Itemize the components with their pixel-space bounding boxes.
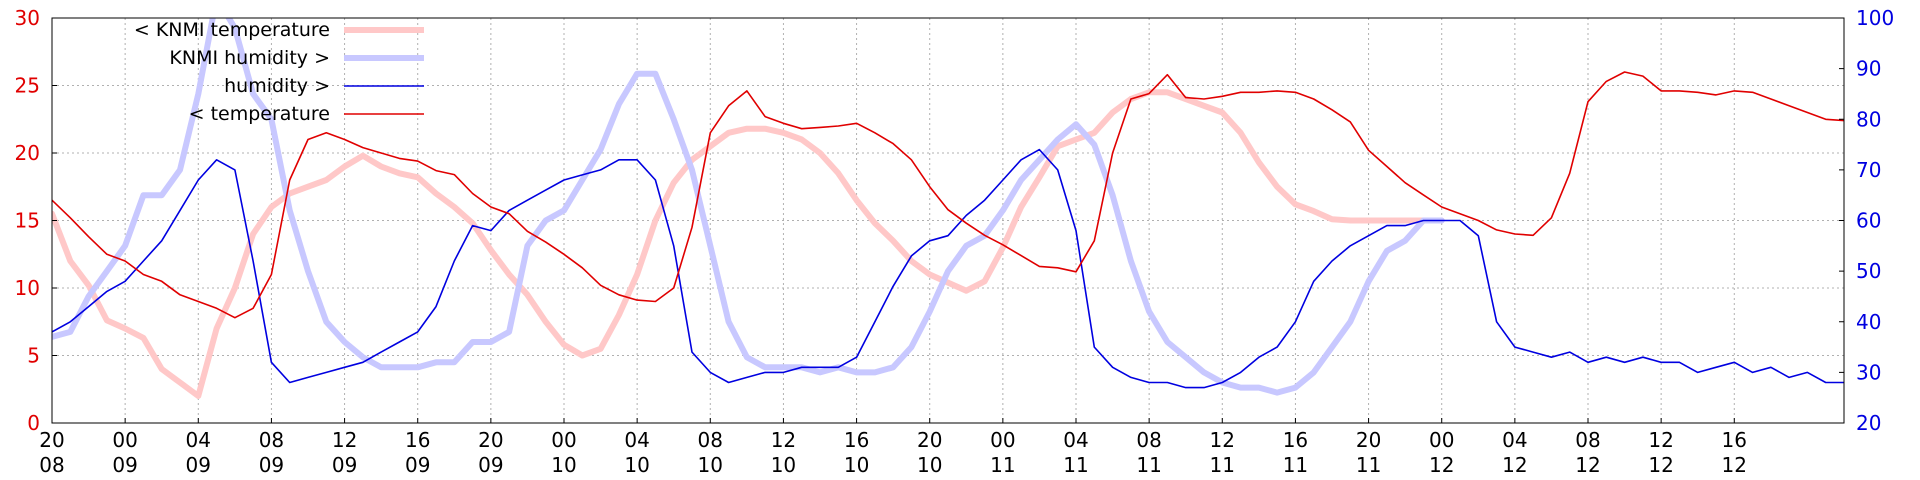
right-tick-label: 100 [1856, 6, 1894, 30]
grid [52, 18, 1844, 423]
x-tick-hour-label: 00 [990, 428, 1015, 452]
right-tick-label: 90 [1856, 57, 1881, 81]
legend-label: < temperature [189, 103, 330, 125]
x-tick-day-label: 11 [1210, 453, 1235, 477]
x-tick-day-label: 11 [990, 453, 1015, 477]
x-tick-day-label: 11 [1283, 453, 1308, 477]
x-tick-hour-label: 20 [478, 428, 503, 452]
right-tick-label: 40 [1856, 310, 1881, 334]
right-tick-label: 70 [1856, 158, 1881, 182]
x-tick-hour-label: 08 [1575, 428, 1600, 452]
x-tick-hour-label: 04 [1502, 428, 1527, 452]
x-tick-day-label: 11 [1063, 453, 1088, 477]
legend: < KNMI temperature KNMI humidity > humidit… [134, 19, 424, 125]
left-tick-label: 30 [15, 6, 40, 30]
x-tick-day-label: 12 [1722, 453, 1747, 477]
x-tick-day-label: 11 [1356, 453, 1381, 477]
x-tick-day-label: 12 [1575, 453, 1600, 477]
left-tick-label: 5 [27, 344, 40, 368]
left-tick-label: 25 [15, 74, 40, 98]
x-tick-day-label: 10 [771, 453, 796, 477]
x-tick-hour-label: 08 [259, 428, 284, 452]
legend-label: KNMI humidity > [169, 47, 330, 69]
x-tick-day-label: 09 [259, 453, 284, 477]
x-tick-hour-label: 12 [332, 428, 357, 452]
series-line-1 [52, 18, 1445, 396]
x-tick-hour-label: 12 [1648, 428, 1673, 452]
x-tick-day-label: 09 [478, 453, 503, 477]
x-tick-day-label: 10 [844, 453, 869, 477]
x-tick-day-label: 09 [332, 453, 357, 477]
x-tick-hour-label: 00 [1429, 428, 1454, 452]
x-tick-hour-label: 04 [624, 428, 649, 452]
x-tick-day-label: 12 [1429, 453, 1454, 477]
left-tick-label: 15 [15, 209, 40, 233]
x-tick-day-label: 12 [1648, 453, 1673, 477]
x-tick-day-label: 12 [1502, 453, 1527, 477]
x-tick-day-label: 10 [624, 453, 649, 477]
x-tick-hour-label: 12 [1210, 428, 1235, 452]
x-tick-hour-label: 04 [186, 428, 211, 452]
series-line-0 [52, 89, 1445, 399]
x-tick-hour-label: 04 [1063, 428, 1088, 452]
series-line-2 [52, 148, 1844, 389]
right-tick-label: 60 [1856, 209, 1881, 233]
x-tick-day-label: 08 [39, 453, 64, 477]
left-tick-label: 20 [15, 141, 40, 165]
x-tick-hour-label: 08 [698, 428, 723, 452]
x-tick-hour-label: 00 [551, 428, 576, 452]
x-tick-hour-label: 20 [1356, 428, 1381, 452]
left-tick-label: 10 [15, 276, 40, 300]
x-tick-hour-label: 16 [1722, 428, 1747, 452]
series-layer [52, 18, 1844, 399]
right-tick-label: 80 [1856, 107, 1881, 131]
x-tick-day-label: 10 [698, 453, 723, 477]
x-tick-day-label: 09 [186, 453, 211, 477]
x-tick-day-label: 11 [1136, 453, 1161, 477]
x-tick-hour-label: 12 [771, 428, 796, 452]
x-tick-day-label: 10 [917, 453, 942, 477]
left-tick-label: 0 [27, 411, 40, 435]
x-tick-hour-label: 16 [405, 428, 430, 452]
series-line-3 [52, 71, 1844, 319]
x-tick-day-label: 09 [405, 453, 430, 477]
legend-label: < KNMI temperature [134, 19, 330, 41]
x-axis-ticks: 2008000904090809120916092009001004100810… [39, 418, 1747, 477]
right-tick-label: 20 [1856, 411, 1881, 435]
legend-label: humidity > [224, 75, 330, 97]
x-tick-hour-label: 16 [844, 428, 869, 452]
x-tick-day-label: 10 [551, 453, 576, 477]
right-tick-label: 50 [1856, 259, 1881, 283]
x-tick-hour-label: 20 [917, 428, 942, 452]
right-axis-ticks: 20 30 40 50 60 70 80 90 100 [1839, 6, 1894, 435]
left-axis-ticks: 0 5 10 15 20 25 30 [15, 6, 57, 435]
x-tick-hour-label: 08 [1136, 428, 1161, 452]
x-tick-hour-label: 16 [1283, 428, 1308, 452]
x-tick-day-label: 09 [112, 453, 137, 477]
right-tick-label: 30 [1856, 360, 1881, 384]
x-tick-hour-label: 00 [112, 428, 137, 452]
x-tick-hour-label: 20 [39, 428, 64, 452]
